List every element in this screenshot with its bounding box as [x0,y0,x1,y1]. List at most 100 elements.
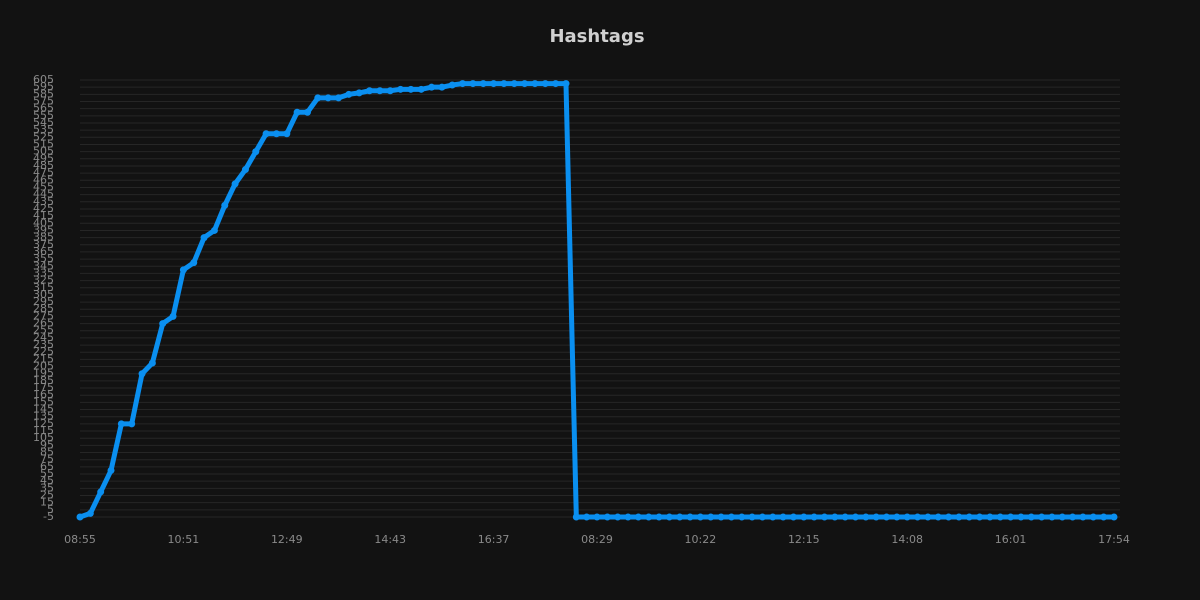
point [1048,513,1056,521]
y-tick-label: 255 [33,324,54,337]
y-tick-label: 425 [33,202,54,215]
y-tick-label: 275 [33,309,54,322]
point [1017,513,1025,521]
point [386,87,394,95]
point [169,312,177,320]
point [448,81,456,89]
y-tick-label: 155 [33,395,54,408]
y-tick-label: 215 [33,352,54,365]
chart-title: Hashtags [549,26,644,47]
point [552,80,560,88]
point [1069,513,1077,521]
point [86,509,94,517]
y-tick-label: 455 [33,180,54,193]
y-tick-label: 55 [40,467,54,480]
y-tick-label: 525 [33,130,54,143]
point [1038,513,1046,521]
y-tick-label: 435 [33,195,54,208]
point [97,488,105,496]
point [810,513,818,521]
point [831,513,839,521]
point [231,180,239,188]
point [727,513,735,521]
point [593,513,601,521]
point [241,166,249,174]
point [138,370,146,378]
y-tick-label: 165 [33,388,54,401]
point [541,80,549,88]
y-tick-label: 305 [33,288,54,301]
x-tick-label: 10:51 [168,533,200,546]
y-tick-label: 535 [33,123,54,136]
point [717,513,725,521]
point [965,513,973,521]
y-tick-label: 405 [33,216,54,229]
x-tick-label: 10:22 [685,533,717,546]
x-tick-label: 08:55 [64,533,96,546]
point [324,94,332,102]
point [779,513,787,521]
point [872,513,880,521]
point [1100,513,1108,521]
point [562,80,570,88]
y-tick-label: 45 [40,474,54,487]
point [686,513,694,521]
point [945,513,953,521]
point [1007,513,1015,521]
y-tick-label: 125 [33,417,54,430]
point [76,513,84,521]
y-tick-label: -5 [43,510,54,523]
y-tick-label: 505 [33,145,54,158]
point [1079,513,1087,521]
y-tick-label: 35 [40,481,54,494]
point [293,108,301,116]
point [645,513,653,521]
y-tick-label: 605 [33,73,54,86]
point [335,94,342,102]
point [303,108,311,116]
y-tick-label: 465 [33,173,54,186]
point [252,148,260,156]
y-tick-label: 585 [33,87,54,100]
y-tick-label: 105 [33,431,54,444]
point [500,80,508,88]
x-tick-label: 16:01 [995,533,1027,546]
y-tick-label: 495 [33,152,54,165]
point [459,80,467,88]
point [914,513,922,521]
y-tick-label: 475 [33,166,54,179]
point [272,130,280,138]
point [841,513,849,521]
point [583,513,591,521]
y-tick-label: 25 [40,489,54,502]
point [924,513,932,521]
x-tick-label: 12:15 [788,533,820,546]
point [665,513,673,521]
point [262,130,270,138]
point [345,90,353,98]
point [862,513,870,521]
y-tick-label: 575 [33,94,54,107]
point [1058,513,1066,521]
point [159,320,167,328]
point [221,201,229,209]
point [531,80,539,88]
point [996,513,1004,521]
point [955,513,963,521]
y-tick-label: 265 [33,317,54,330]
y-tick-label: 325 [33,274,54,287]
point [479,80,487,88]
x-tick-label: 17:54 [1098,533,1130,546]
point [852,513,859,521]
point [748,513,756,521]
point [510,80,518,88]
point [521,80,529,88]
point [789,513,797,521]
point [883,513,891,521]
y-tick-label: 205 [33,360,54,373]
point [428,83,436,91]
x-tick-label: 08:29 [581,533,613,546]
y-tick-label: 135 [33,410,54,423]
